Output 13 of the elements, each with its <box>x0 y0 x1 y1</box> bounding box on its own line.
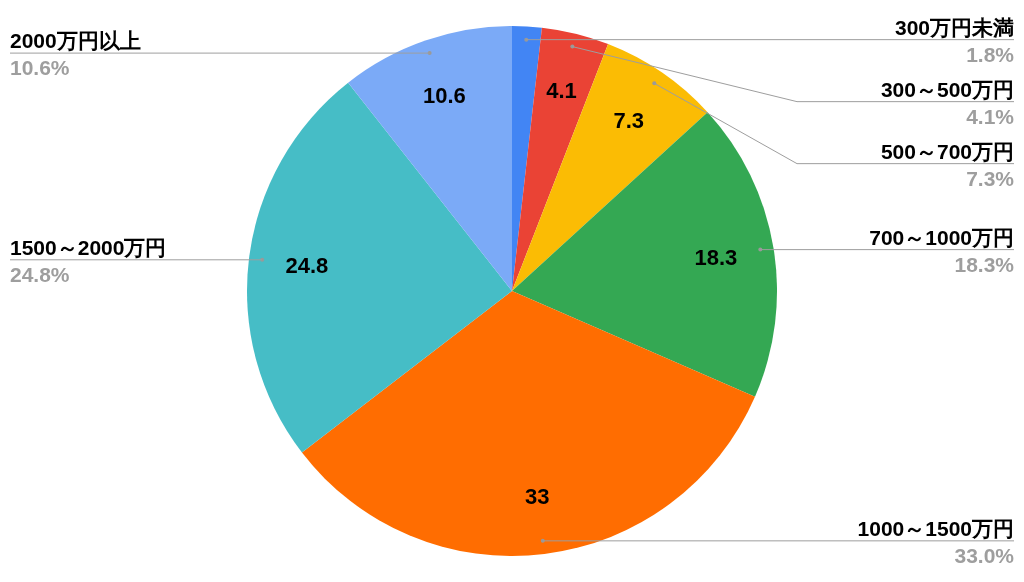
slice-label: 700～1000万円 <box>869 225 1014 249</box>
slice-label: 1000～1500万円 <box>857 516 1014 540</box>
slice-label: 500～700万円 <box>880 139 1014 163</box>
slice-label: 2000万円以上 <box>10 29 141 53</box>
data-label: 10.6 <box>422 83 466 109</box>
data-label: 33 <box>525 483 550 509</box>
data-label: 7.3 <box>613 107 645 133</box>
slice-label: 300～500万円 <box>880 77 1014 101</box>
data-label: 18.3 <box>694 244 738 270</box>
slice-label: 300万円未満 <box>894 15 1014 39</box>
slice-label: 1500～2000万円 <box>10 235 167 259</box>
data-label: 24.8 <box>285 252 329 278</box>
data-label: 4.1 <box>546 77 577 103</box>
